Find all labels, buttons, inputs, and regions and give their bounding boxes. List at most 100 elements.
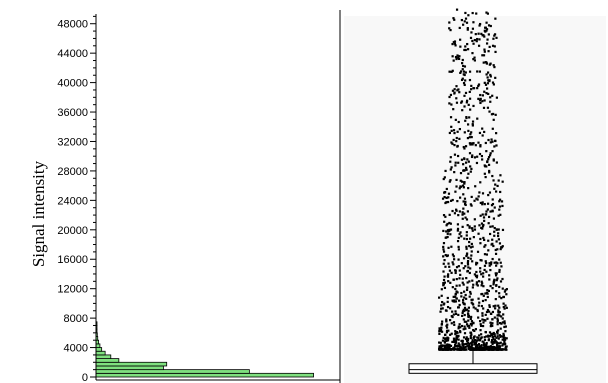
outlier-point [470,250,473,253]
outlier-point [442,229,445,233]
outlier-point [442,336,445,339]
outlier-point [457,348,461,351]
outlier-point [498,345,502,348]
outlier-point [482,285,485,288]
outlier-point [455,336,458,339]
outlier-point [452,313,455,316]
outlier-point [471,279,474,282]
histogram-bar [95,350,106,356]
outlier-point [489,141,492,144]
outlier-point [488,335,491,338]
outlier-point [440,294,443,297]
outlier-point [446,235,449,239]
outlier-point [445,187,448,191]
outlier-point [481,201,484,204]
outlier-point [489,325,492,328]
outlier-point [466,339,470,342]
outlier-point [491,174,494,178]
outlier-point [468,280,471,283]
outlier-point [463,309,466,313]
outlier-point [495,36,498,39]
outlier-point [459,348,462,351]
outlier-point [463,157,466,160]
outlier-point [499,335,502,338]
outlier-point [489,210,492,213]
outlier-point [468,342,471,346]
outlier-point [458,233,461,236]
outlier-point [492,37,495,40]
outlier-point [439,310,442,313]
outlier-point [486,289,489,292]
outlier-point [486,12,490,15]
outlier-point [443,259,446,262]
outlier-point [442,245,445,249]
y-tick-label: 20000 [57,225,88,237]
outlier-point [442,348,445,351]
outlier-point [494,248,497,252]
outlier-point [500,315,503,318]
outlier-point [465,247,468,250]
outlier-point [483,48,486,51]
outlier-point [458,137,461,140]
outlier-point [470,345,473,348]
outlier-point [468,295,471,298]
outlier-point [493,139,497,142]
outlier-point [440,346,443,349]
outlier-point [463,65,467,68]
outlier-point [462,318,465,321]
outlier-point [503,322,506,325]
outlier-point [503,348,506,351]
outlier-point [455,330,459,334]
outlier-point [450,129,453,132]
outlier-point [486,295,489,299]
outlier-point [448,348,451,351]
outlier-point [478,301,481,304]
outlier-point [463,306,467,309]
outlier-point [466,27,469,30]
outlier-point [502,332,505,335]
outlier-point [469,257,472,260]
outlier-point [497,329,500,332]
outlier-point [493,234,496,237]
outlier-point [468,240,471,244]
outlier-point [491,44,495,47]
outlier-point [461,77,464,80]
outlier-point [453,40,457,43]
outlier-point [485,310,489,314]
outlier-point [448,21,451,24]
outlier-point [449,333,452,336]
outlier-point [452,295,455,298]
outlier-point [460,101,463,104]
outlier-point [461,217,464,220]
outlier-point [481,314,484,317]
outlier-point [504,289,507,292]
outlier-point [476,346,479,349]
outlier-point [492,83,495,86]
outlier-point [495,240,498,243]
outlier-point [496,248,499,251]
outlier-point [450,125,453,128]
outlier-point [444,169,447,173]
outlier-point [462,200,465,203]
outlier-point [473,156,477,159]
outlier-point [445,329,449,332]
outlier-point [463,83,466,87]
outlier-point [488,169,491,173]
outlier-point [452,17,455,20]
outlier-point [477,316,480,319]
outlier-point [484,260,487,263]
outlier-point [492,112,495,116]
outlier-point [469,237,472,240]
outlier-point [492,331,495,335]
outlier-point [493,341,496,344]
outlier-point [453,171,456,174]
outlier-point [486,71,490,74]
outlier-point [455,209,458,212]
outlier-point [464,308,468,312]
outlier-point [461,277,464,280]
outlier-point [466,344,469,347]
outlier-point [441,197,445,200]
outlier-point [492,337,495,341]
outlier-point [457,325,460,328]
outlier-point [493,348,496,351]
